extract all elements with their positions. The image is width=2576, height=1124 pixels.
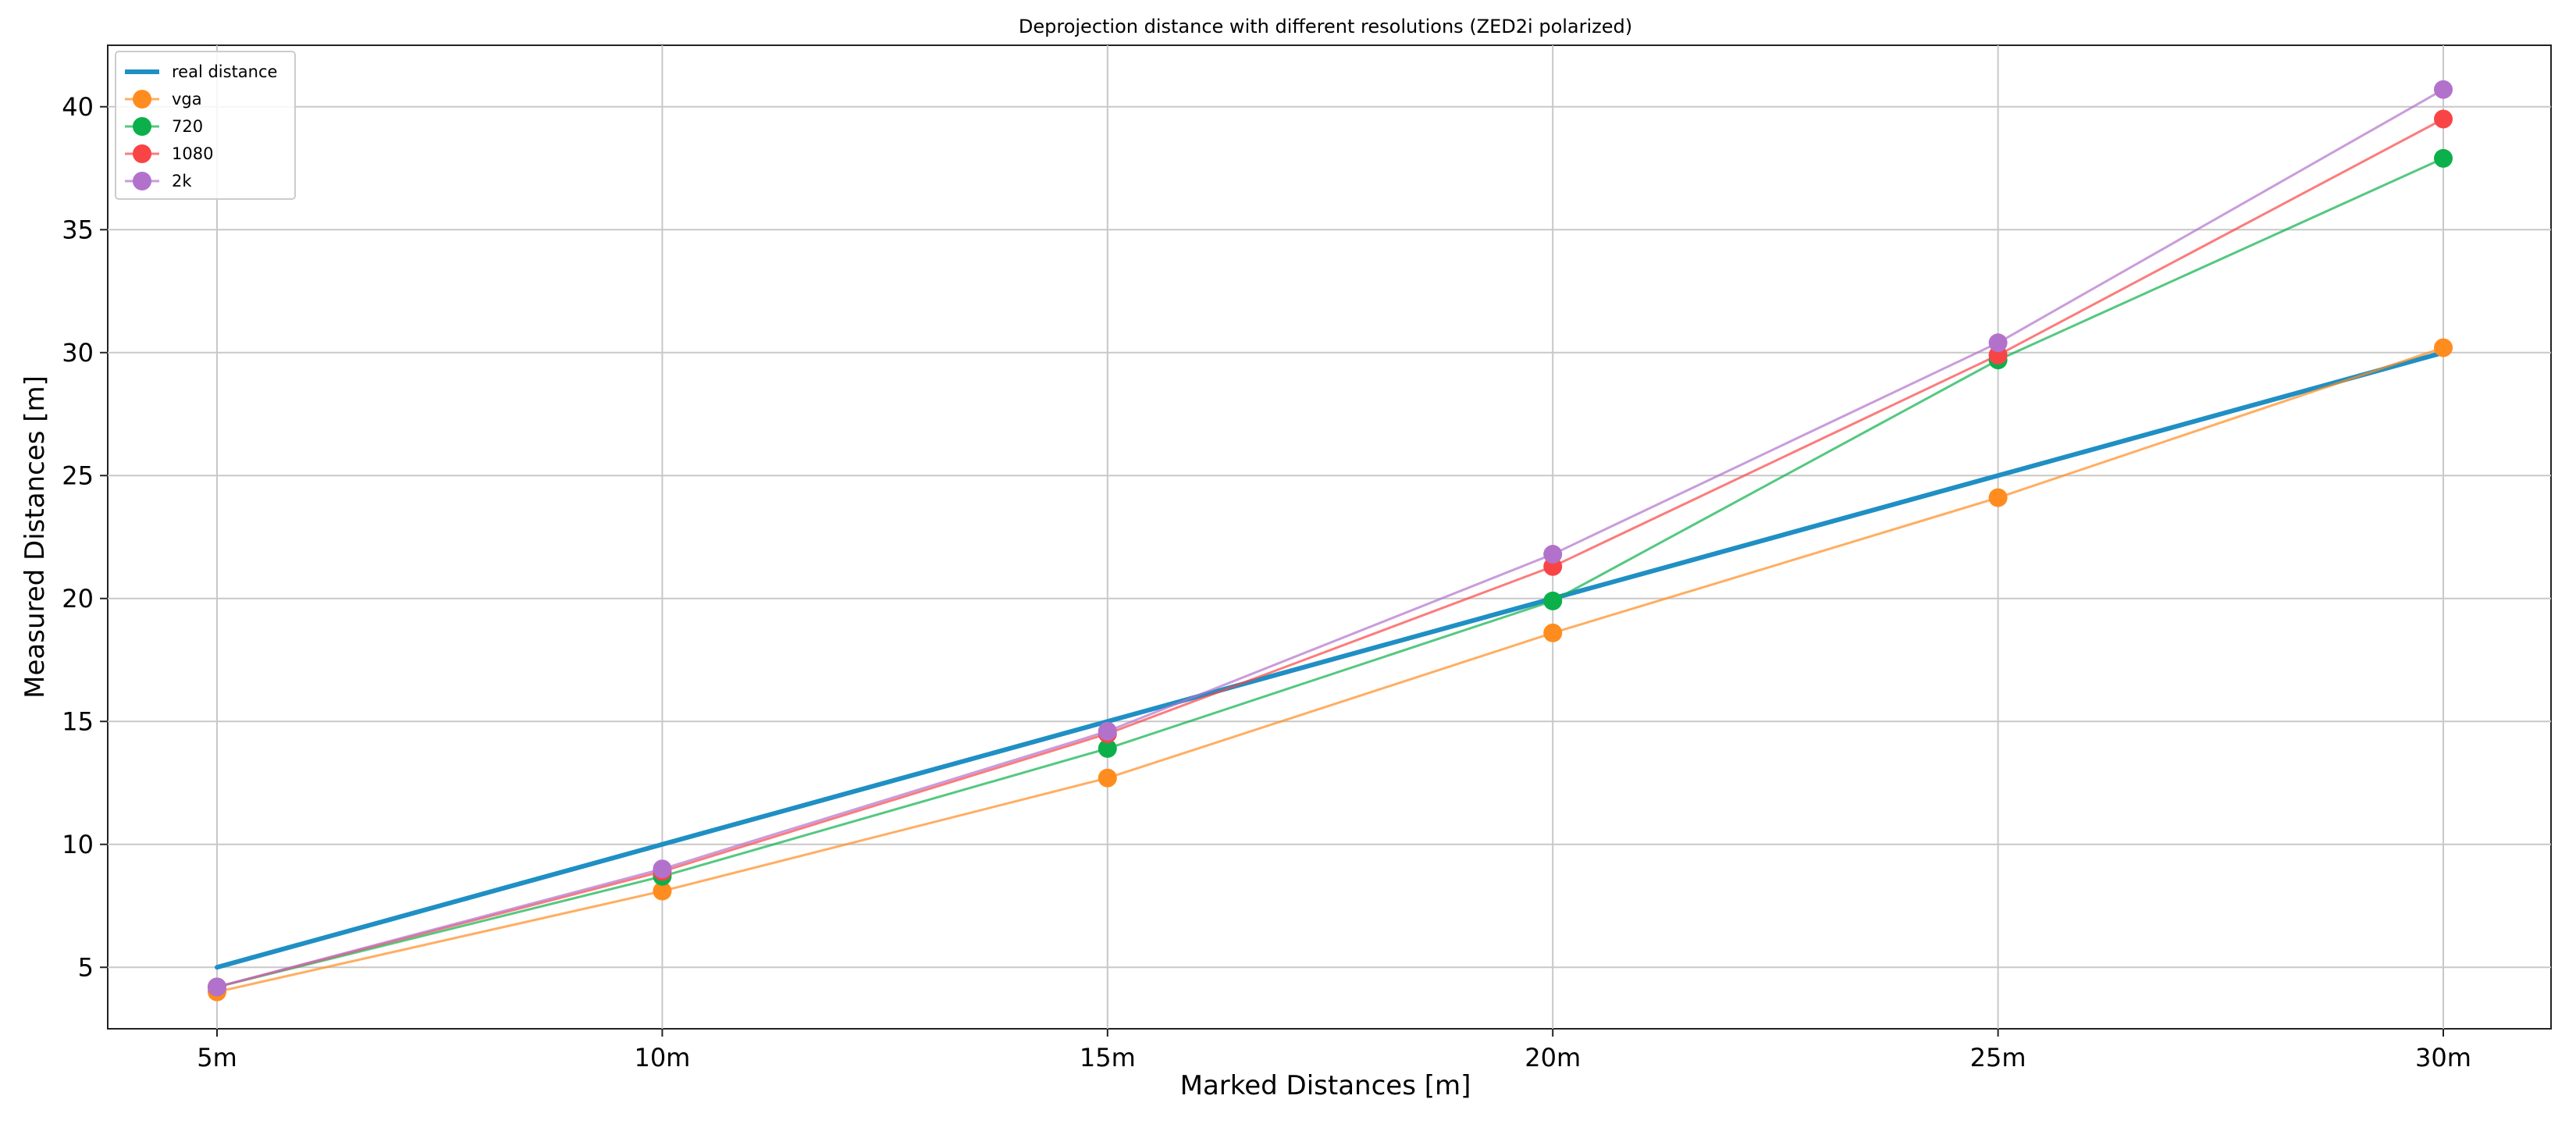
legend-marker-vga bbox=[133, 90, 151, 108]
y-tick-label: 40 bbox=[62, 92, 94, 122]
series-line-2k bbox=[216, 88, 2444, 988]
ticks: 5m 10m 15m 20m 25m 30m 5 10 15 20 25 30 35 40 bbox=[62, 92, 2471, 1072]
data-point-720 bbox=[1098, 738, 1117, 758]
data-point-2k bbox=[1098, 721, 1117, 741]
data-point-720 bbox=[2434, 148, 2453, 168]
legend-box bbox=[115, 51, 296, 200]
legend-label-1080: 1080 bbox=[172, 144, 213, 163]
data-point-vga bbox=[1988, 488, 2008, 507]
legend-marker-1080 bbox=[133, 144, 151, 163]
plot-area bbox=[107, 44, 2552, 1030]
x-tick-label: 25m bbox=[1970, 1043, 2026, 1072]
legend-marker-720 bbox=[133, 117, 151, 136]
data-point-vga bbox=[2434, 338, 2453, 357]
y-tick-label: 10 bbox=[62, 830, 94, 859]
series-line-720 bbox=[216, 157, 2444, 988]
data-point-1080 bbox=[2434, 109, 2453, 129]
legend-label-2k: 2k bbox=[172, 172, 192, 190]
series-markers bbox=[208, 80, 2453, 1001]
series-line-real-distance bbox=[215, 350, 2446, 970]
y-axis-label: Measured Distances [m] bbox=[20, 375, 51, 699]
data-point-2k bbox=[653, 859, 672, 879]
chart-title: Deprojection distance with different res… bbox=[1019, 16, 1632, 37]
y-tick-label: 5 bbox=[78, 952, 94, 982]
legend-label-720: 720 bbox=[172, 117, 203, 136]
data-point-vga bbox=[1543, 623, 1563, 642]
y-tick-label: 30 bbox=[62, 338, 94, 368]
data-point-2k bbox=[208, 977, 226, 997]
legend-marker-2k bbox=[133, 172, 151, 190]
data-point-2k bbox=[1988, 333, 2008, 353]
grid bbox=[108, 45, 2551, 1029]
y-tick-label: 15 bbox=[62, 706, 94, 736]
x-tick-label: 30m bbox=[2415, 1043, 2471, 1072]
data-point-vga bbox=[653, 881, 672, 901]
legend-label-vga: vga bbox=[172, 90, 202, 108]
x-tick-label: 20m bbox=[1525, 1043, 1581, 1072]
series-line-vga bbox=[216, 347, 2444, 994]
y-tick-label: 20 bbox=[62, 584, 94, 614]
data-point-720 bbox=[1543, 591, 1563, 610]
x-axis-label: Marked Distances [m] bbox=[1180, 1070, 1471, 1101]
legend-label-real-distance: real distance bbox=[172, 62, 277, 81]
x-tick-label: 10m bbox=[634, 1043, 690, 1072]
x-tick-label: 15m bbox=[1080, 1043, 1136, 1072]
y-tick-label: 35 bbox=[62, 215, 94, 244]
data-point-vga bbox=[1098, 768, 1117, 788]
legend: real distance vga 720 1080 2k bbox=[115, 51, 296, 200]
series-lines bbox=[215, 88, 2446, 994]
y-tick-label: 25 bbox=[62, 461, 94, 490]
data-point-2k bbox=[2434, 80, 2453, 99]
series-line-1080 bbox=[216, 118, 2444, 988]
data-point-2k bbox=[1543, 545, 1563, 564]
x-tick-label: 5m bbox=[197, 1043, 237, 1072]
